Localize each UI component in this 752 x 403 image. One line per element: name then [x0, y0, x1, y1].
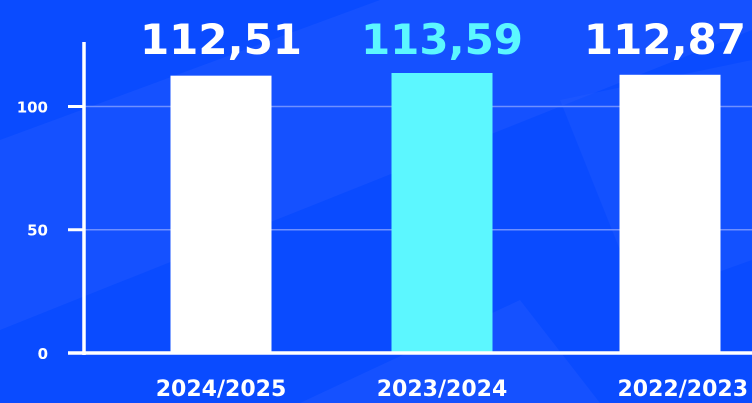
value-label: 112,87 — [584, 15, 746, 64]
axes — [68, 42, 752, 355]
bar — [619, 74, 721, 353]
y-tick-label: 100 — [17, 98, 48, 116]
x-category-labels: 2024/2025 2023/2024 2022/2023 — [156, 377, 748, 402]
x-category-label: 2024/2025 — [156, 377, 287, 402]
bars — [170, 73, 721, 354]
value-label: 113,59 — [361, 15, 523, 64]
bar — [170, 75, 272, 354]
x-category-label: 2023/2024 — [377, 377, 508, 402]
value-labels: 112,51 113,59 112,87 — [140, 15, 746, 64]
bar — [391, 73, 493, 353]
x-category-label: 2022/2023 — [618, 377, 749, 402]
y-tick-label: 0 — [38, 345, 48, 363]
y-tick-label: 50 — [27, 222, 48, 240]
value-label: 112,51 — [140, 15, 302, 64]
y-tick-labels: 0 50 100 — [17, 98, 48, 363]
